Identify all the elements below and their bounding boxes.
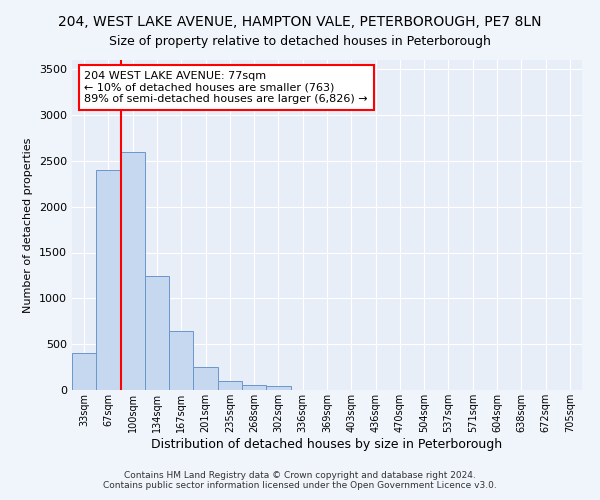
Bar xyxy=(145,276,169,390)
Bar xyxy=(169,332,193,390)
Bar xyxy=(218,381,242,390)
Bar xyxy=(242,386,266,390)
Text: Size of property relative to detached houses in Peterborough: Size of property relative to detached ho… xyxy=(109,35,491,48)
Text: 204, WEST LAKE AVENUE, HAMPTON VALE, PETERBOROUGH, PE7 8LN: 204, WEST LAKE AVENUE, HAMPTON VALE, PET… xyxy=(58,15,542,29)
Text: 204 WEST LAKE AVENUE: 77sqm
← 10% of detached houses are smaller (763)
89% of se: 204 WEST LAKE AVENUE: 77sqm ← 10% of det… xyxy=(85,71,368,104)
Bar xyxy=(121,152,145,390)
Bar xyxy=(193,367,218,390)
Bar xyxy=(266,386,290,390)
Bar xyxy=(96,170,121,390)
Y-axis label: Number of detached properties: Number of detached properties xyxy=(23,138,34,312)
Text: Contains HM Land Registry data © Crown copyright and database right 2024.
Contai: Contains HM Land Registry data © Crown c… xyxy=(103,470,497,490)
X-axis label: Distribution of detached houses by size in Peterborough: Distribution of detached houses by size … xyxy=(151,438,503,450)
Bar xyxy=(72,354,96,390)
